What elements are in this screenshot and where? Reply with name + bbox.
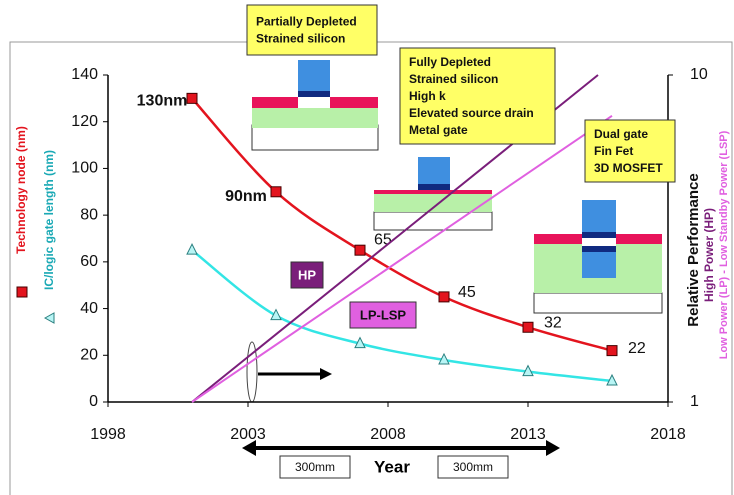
performance-line	[191, 115, 613, 403]
point	[522, 364, 534, 377]
series-line	[191, 249, 613, 383]
annotation-text: 3D MOSFET	[594, 161, 663, 175]
transistor-diagram	[251, 60, 379, 151]
series-badge-label: LP-LSP	[360, 307, 407, 322]
data-label: 65	[374, 231, 392, 248]
y-tick-label: 80	[80, 206, 98, 223]
y2-axis-label: Relative Performance	[685, 173, 702, 326]
legend-marker	[43, 312, 55, 324]
y-tick-label: 60	[80, 253, 98, 270]
x-tick-label: 2003	[230, 426, 266, 443]
annotation-text: 300mm	[453, 460, 493, 474]
point	[606, 345, 618, 357]
annotation-text: Strained silicon	[409, 72, 498, 86]
annotation-text: Elevated source drain	[409, 106, 534, 120]
series-badge	[290, 261, 324, 289]
y-axis-label: IC/logic gate length (nm)	[42, 150, 56, 290]
annotation-box	[246, 4, 378, 56]
x-tick-label: 2008	[370, 426, 406, 443]
data-label: 130nm	[137, 93, 188, 110]
y-tick-label: 100	[71, 160, 98, 177]
series-badge	[349, 301, 417, 329]
x-tick-label: 2013	[510, 426, 546, 443]
y2-series-label: Low Power (LP) - Low Standby Power (LSP)	[718, 130, 730, 359]
point	[438, 352, 450, 365]
y-tick-label: 20	[80, 347, 98, 364]
legend-marker	[16, 286, 28, 298]
point	[606, 373, 618, 386]
point	[522, 321, 534, 333]
x-tick-label: 1998	[90, 426, 126, 443]
transistor-diagram	[533, 200, 663, 314]
y-tick-label: 40	[80, 300, 98, 317]
annotation-text: High k	[409, 89, 446, 103]
arrow-head	[546, 440, 560, 456]
data-label: 45	[458, 284, 476, 301]
arrow-head	[242, 440, 256, 456]
annotation-text: 300mm	[295, 460, 335, 474]
series-badge-label: HP	[298, 267, 316, 282]
data-label: 90nm	[225, 188, 267, 205]
point	[438, 291, 450, 303]
point	[354, 244, 366, 256]
annotation-box	[279, 455, 351, 479]
y-tick-label: 120	[71, 113, 98, 130]
annotation-box	[399, 47, 556, 145]
data-label: 22	[628, 340, 646, 357]
annotation-text: Fully Depleted	[409, 55, 491, 69]
point	[186, 243, 198, 255]
arrow-head	[320, 368, 332, 380]
annotation-text: Strained silicon	[256, 32, 345, 46]
x-tick-label: 2018	[650, 426, 686, 443]
y2-series-label: High Power (HP)	[702, 208, 716, 302]
point	[186, 92, 198, 104]
annotation-text: Partially Depleted	[256, 15, 357, 29]
y-tick-label: 0	[89, 393, 98, 410]
annotation-box	[584, 119, 676, 183]
annotation-text: Fin Fet	[594, 144, 633, 158]
point	[270, 308, 282, 321]
y-axis-label: Technology node (nm)	[14, 126, 28, 254]
transistor-diagram	[373, 157, 493, 231]
y-tick-label: 140	[71, 66, 98, 83]
annotation-box	[437, 455, 509, 479]
annotation-text: Dual gate	[594, 127, 648, 141]
y2-tick-label: 1	[690, 393, 699, 410]
data-label: 32	[544, 314, 562, 331]
x-axis-label: Year	[374, 457, 410, 476]
point	[270, 186, 282, 198]
y2-tick-label: 10	[690, 66, 708, 83]
point	[354, 336, 366, 349]
annotation-text: Metal gate	[409, 123, 468, 137]
